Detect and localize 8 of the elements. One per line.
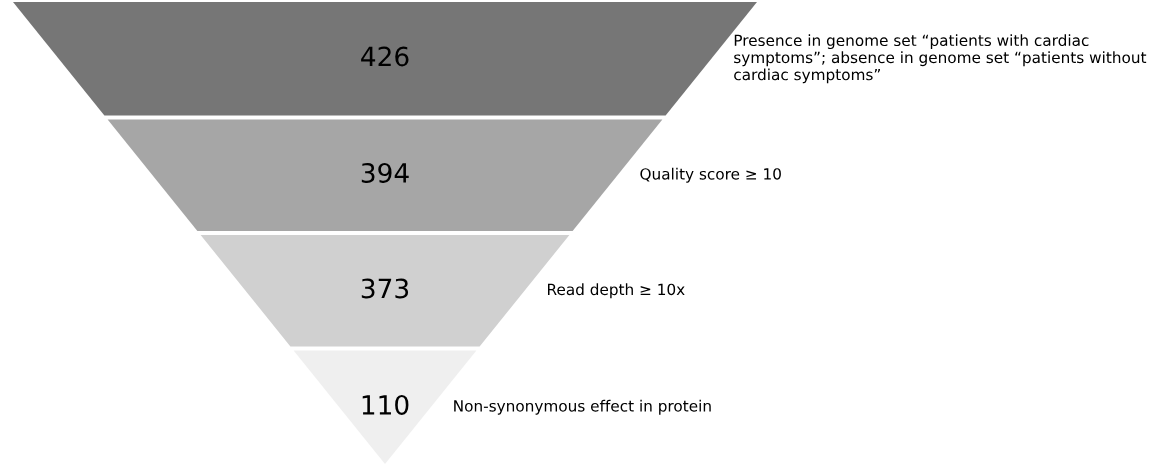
data-label: 426 [361, 46, 409, 67]
category-label: Read depth ≥ 10x [548, 283, 685, 299]
data-label: 373 [361, 278, 409, 299]
category-label: Quality score ≥ 10 [640, 167, 781, 183]
category-label: Presence in genome set “patients with cardiac symptoms”; absence in genome set “patients without cardiac symptoms” [734, 34, 1147, 84]
data-label: 394 [361, 162, 409, 183]
category-label: Non-synonymous effect in protein [454, 399, 711, 415]
data-label: 110 [362, 394, 409, 415]
